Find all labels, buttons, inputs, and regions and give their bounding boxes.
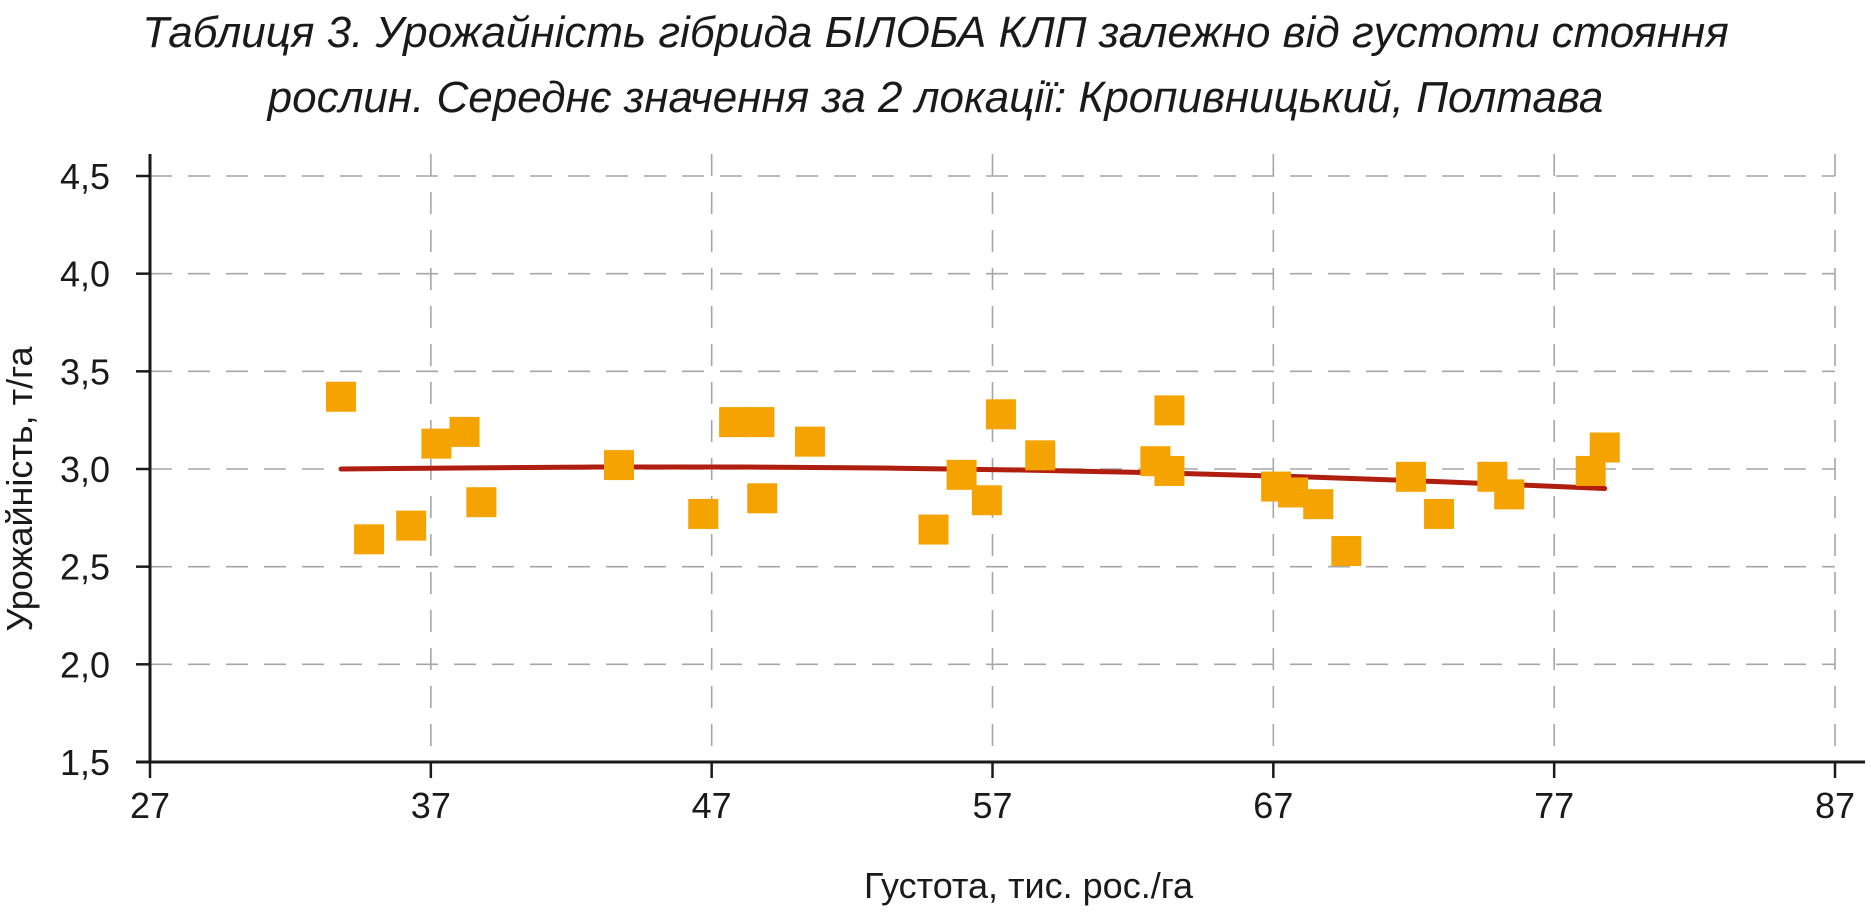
chart-title: Таблиця 3. Урожайність гібрида БІЛОБА КЛ…	[0, 0, 1871, 130]
data-point	[421, 428, 452, 459]
data-point	[1277, 477, 1308, 508]
x-tick-label: 67	[1253, 785, 1293, 826]
y-tick-label: 1,5	[60, 742, 110, 783]
y-axis-title: Урожайність, т/га	[0, 345, 40, 631]
data-point	[1424, 498, 1455, 529]
data-point	[1154, 395, 1185, 426]
data-point	[946, 459, 977, 490]
chart-title-line-2: рослин. Середнє значення за 2 локації: К…	[267, 73, 1604, 122]
data-point	[354, 524, 385, 555]
data-point	[719, 407, 750, 438]
x-tick-label: 47	[692, 785, 732, 826]
data-point	[466, 487, 497, 518]
chart-title-line-1: Таблиця 3. Урожайність гібрида БІЛОБА КЛ…	[142, 8, 1729, 57]
data-point	[603, 450, 634, 481]
y-tick-label: 4,0	[60, 254, 110, 295]
x-axis-title: Густота, тис. рос./га	[864, 865, 1194, 906]
data-point	[747, 483, 778, 514]
data-point	[744, 407, 775, 438]
data-point	[971, 485, 1002, 516]
data-point	[1025, 440, 1056, 471]
y-tick-label: 3,0	[60, 449, 110, 490]
data-point	[985, 399, 1016, 430]
y-tick-label: 3,5	[60, 351, 110, 392]
data-points	[325, 381, 1620, 567]
x-tick-label: 37	[411, 785, 451, 826]
x-tick-label: 27	[130, 785, 170, 826]
data-point	[918, 514, 949, 545]
data-point	[794, 426, 825, 457]
y-tick-label: 4,5	[60, 156, 110, 197]
data-point	[1303, 489, 1334, 520]
data-point	[325, 381, 356, 412]
data-point	[1154, 455, 1185, 486]
data-point	[449, 416, 480, 447]
data-point	[688, 498, 719, 529]
axes	[136, 154, 1865, 778]
data-point	[1494, 479, 1525, 510]
data-point	[1589, 432, 1620, 463]
y-tick-label: 2,5	[60, 547, 110, 588]
data-point	[1331, 536, 1362, 567]
data-point	[396, 510, 427, 541]
y-tick-label: 2,0	[60, 644, 110, 685]
x-tick-label: 57	[972, 785, 1012, 826]
tick-labels: 1,5 2,0 2,5 3,0 3,5 4,0 4,5 27 37 47 57 67 77 87	[60, 156, 1855, 826]
data-point	[1395, 461, 1426, 492]
x-tick-label: 77	[1534, 785, 1574, 826]
x-tick-label: 87	[1815, 785, 1855, 826]
